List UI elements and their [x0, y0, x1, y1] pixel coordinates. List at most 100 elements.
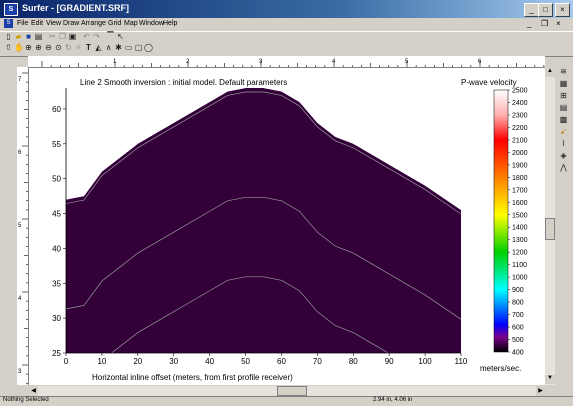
vector-map-icon[interactable]: ➹ [560, 127, 567, 136]
velocity-section [66, 88, 461, 353]
close-button[interactable]: × [555, 3, 570, 17]
colorbar-tick-label: 1200 [512, 250, 528, 257]
3d-icon[interactable]: ⋀ [560, 163, 567, 172]
redo-icon[interactable]: ↷ [93, 32, 100, 41]
x-tick-label: 0 [64, 357, 69, 366]
ruler-top-label: 3 [259, 59, 263, 65]
select-icon[interactable]: ▔ [107, 32, 114, 41]
menu-edit[interactable]: Edit [31, 20, 44, 27]
menu-grid[interactable]: Grid [108, 20, 122, 27]
document-icon[interactable]: S [4, 19, 13, 28]
zoom-rect-icon[interactable]: ⊕ [25, 43, 32, 52]
colorbar-tick-label: 1100 [512, 262, 527, 269]
menu-file[interactable]: File [17, 20, 29, 27]
doc-restore-button[interactable]: ❐ [541, 19, 549, 28]
shaded-relief-icon[interactable]: ▩ [559, 115, 568, 124]
open-icon[interactable]: ▰ [15, 32, 22, 41]
post-map-icon[interactable]: ⊞ [560, 91, 567, 100]
redraw-icon[interactable]: ↻ [65, 43, 72, 52]
horizontal-scroll-thumb[interactable] [277, 386, 307, 396]
scroll-right-arrow-icon[interactable]: ▶ [536, 386, 545, 396]
cut-icon[interactable]: ✂ [49, 32, 56, 41]
colorbar-tick-label: 2100 [512, 137, 528, 144]
x-tick-label: 30 [169, 357, 178, 366]
menu-help[interactable]: Help [163, 20, 178, 27]
y-tick-label: 25 [52, 349, 61, 358]
vertical-scrollbar[interactable]: ▲ ▼ [545, 68, 555, 385]
y-tick-label: 55 [52, 140, 61, 149]
pointer-icon[interactable]: ⇧ [5, 43, 12, 52]
scroll-down-arrow-icon[interactable]: ▼ [545, 375, 555, 384]
doc-close-button[interactable]: × [556, 19, 561, 28]
ruler-top-label: 6 [478, 59, 482, 65]
undo-icon[interactable]: ↶ [83, 32, 90, 41]
colorbar-label: P-wave velocity [461, 78, 517, 87]
map-toolbar: ≋ ▦ ⊞ ▤ ▩ ➹ ⌇ ◈ ⋀ [555, 63, 573, 393]
status-selection: Nothing Selected [3, 397, 49, 403]
digitize-icon[interactable]: ✧ [75, 43, 82, 52]
ruler-left-label: 4 [18, 296, 22, 302]
wireframe-icon[interactable]: ⌇ [561, 139, 566, 148]
colorbar-tick-label: 1600 [512, 200, 528, 207]
colorbar-tick-label: 2000 [512, 150, 528, 157]
ruler-top-label: 4 [332, 59, 336, 65]
doc-minimize-button[interactable]: _ [527, 19, 532, 28]
vertical-scroll-thumb[interactable] [545, 218, 555, 240]
y-tick-label: 40 [52, 244, 61, 253]
base-map-icon[interactable]: ▦ [559, 79, 568, 88]
help-pointer-icon[interactable]: ↖ [117, 32, 124, 41]
polyline-icon[interactable]: ∧ [105, 43, 112, 52]
menu-window[interactable]: Window [139, 20, 164, 27]
vertical-ruler-ticks: 7 6 5 4 3 [18, 72, 28, 384]
colorbar-tick-label: 600 [512, 325, 524, 332]
colorbar-tick-label: 1300 [512, 237, 528, 244]
zoom-in-icon[interactable]: ⊕ [35, 43, 42, 52]
paste-icon[interactable]: ▣ [68, 32, 77, 41]
scroll-up-arrow-icon[interactable]: ▲ [545, 68, 555, 77]
colorbar-tick-label: 2400 [512, 100, 528, 107]
colorbar-tick-label: 2500 [512, 88, 528, 95]
horizontal-scrollbar[interactable]: ◀ ▶ [29, 386, 545, 396]
x-tick-label: 60 [277, 357, 286, 366]
surface-icon[interactable]: ◈ [560, 151, 567, 160]
print-icon[interactable]: ▤ [34, 32, 43, 41]
colorbar-tick-label: 900 [512, 287, 524, 294]
ellipse-icon[interactable]: ◯ [144, 43, 153, 52]
title-bar [0, 0, 573, 18]
ruler-left-label: 5 [18, 223, 22, 229]
colorbar-tick-label: 1800 [512, 175, 528, 182]
colorbar-tick-label: 1900 [512, 162, 528, 169]
x-tick-label: 10 [97, 357, 106, 366]
colorbar-tick-label: 1000 [512, 275, 528, 282]
save-icon[interactable]: ■ [26, 32, 31, 41]
copy-icon[interactable]: ❐ [58, 32, 67, 41]
pan-icon[interactable]: ✋ [14, 43, 24, 52]
contour-map-icon[interactable]: ≋ [560, 67, 567, 76]
rounded-rect-icon[interactable]: ▢ [134, 43, 143, 52]
scroll-left-arrow-icon[interactable]: ◀ [29, 386, 38, 396]
text-icon[interactable]: T [86, 43, 91, 52]
zoom-out-icon[interactable]: ⊖ [45, 43, 52, 52]
menu-map[interactable]: Map [124, 20, 138, 27]
zoom-page-icon[interactable]: ⊙ [55, 43, 62, 52]
menu-arrange[interactable]: Arrange [81, 20, 106, 27]
minimize-button[interactable]: _ [524, 3, 539, 17]
menu-view[interactable]: View [46, 20, 62, 27]
chart-title: Line 2 Smooth inversion : initial model.… [80, 78, 287, 87]
menu-draw[interactable]: Draw [63, 20, 80, 27]
polygon-icon[interactable]: ◭ [95, 43, 102, 52]
colorbar-tick-label: 500 [512, 337, 524, 344]
image-map-icon[interactable]: ▤ [559, 103, 568, 112]
y-tick-label: 50 [52, 175, 61, 184]
rectangle-icon[interactable]: ▭ [124, 43, 133, 52]
maximize-button[interactable]: □ [538, 3, 553, 17]
plot-canvas[interactable]: 0 10 20 30 40 50 60 70 80 90 100 110 25 30 35 40 45 50 55 6… [29, 68, 545, 385]
symbol-icon[interactable]: ✱ [115, 43, 122, 52]
ruler-left-label: 7 [18, 77, 22, 83]
colorbar [493, 89, 509, 353]
status-coordinates: 2.94 in, 4.06 in [373, 397, 413, 403]
new-icon[interactable]: ▯ [6, 32, 11, 41]
x-tick-label: 70 [313, 357, 322, 366]
x-tick-label: 100 [418, 357, 432, 366]
